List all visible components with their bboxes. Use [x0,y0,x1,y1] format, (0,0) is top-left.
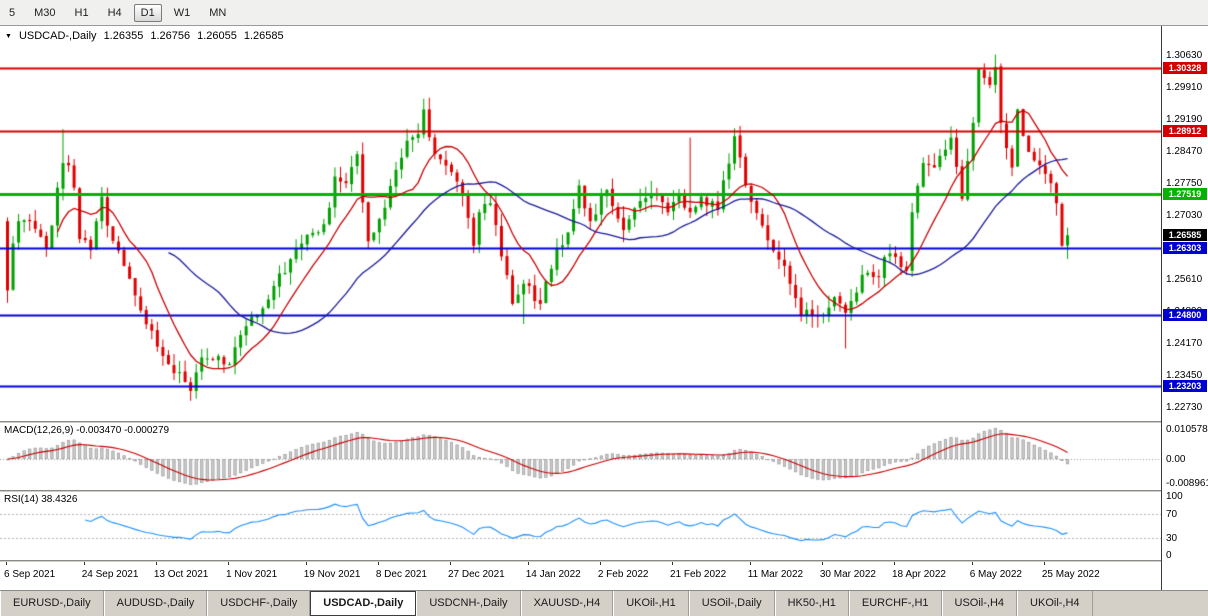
date-tick [450,561,451,565]
date-tick [1043,561,1045,565]
price-tag: 1.26585 [1163,229,1207,242]
date-axis-splitter [0,560,1208,562]
date-axis[interactable]: 6 Sep 2021 24 Sep 2021 13 Oct 2021 1 Nov 20… [0,561,1161,590]
date-tick [527,561,529,565]
price-tick: 1.27030 [1166,210,1203,222]
timeframe-button-w1[interactable]: W1 [173,6,191,19]
date-tick [228,561,229,565]
chart-tab-usoil-daily[interactable]: USOil-,Daily [688,591,775,616]
macd-chart-canvas[interactable] [0,423,1161,490]
date-label: 8 Dec 2021 [375,569,427,580]
date-tick [749,561,751,565]
symbol-timeframe-label: USDCAD-,Daily [18,30,97,42]
date-label: 18 Apr 2022 [892,569,946,580]
price-tag: 1.27519 [1163,187,1207,200]
price-tick: 1.27750 [1166,178,1203,190]
timeframe-button-m30[interactable]: M30 [34,6,56,19]
timeframe-button-d1[interactable]: D1 [133,3,162,22]
date-tick [6,561,7,565]
date-label: 1 Nov 2021 [226,569,278,580]
chart-window: ▼ USDCAD-,Daily 1.26355 1.26756 1.26055 … [0,26,1208,590]
rsi-axis-30: 30 [1166,533,1178,545]
rsi-axis-0: 0 [1166,550,1172,561]
price-tick: 1.23450 [1166,370,1203,382]
price-tick: 1.28470 [1166,146,1203,158]
date-label: 27 Dec 2021 [448,569,505,580]
date-label: 24 Sep 2021 [81,569,139,580]
ohlc-low: 1.26055 [197,30,237,42]
ohlc-high: 1.26756 [150,30,191,42]
chart-tab-xauusd-h4[interactable]: XAUUSD-,H4 [520,591,614,616]
chart-tab-hk50-h1[interactable]: HK50-,H1 [774,591,849,616]
date-label: 13 Oct 2021 [153,569,209,580]
date-label: 11 Mar 2022 [747,569,804,580]
price-tick: 1.22730 [1166,402,1203,414]
price-tick: 1.25610 [1166,273,1203,285]
chart-tab-usdcad-daily[interactable]: USDCAD-,Daily [310,591,417,616]
date-tick [894,561,895,565]
chart-tab-bar: EURUSD-,Daily AUDUSD-,Daily USDCHF-,Daily U… [0,590,1208,616]
timeframe-button-5[interactable]: 5 [9,6,16,19]
rsi-indicator-label: RSI(14) 38.4326 [4,494,78,505]
ohlc-close: 1.26585 [243,30,284,42]
price-chart-canvas[interactable] [0,26,1161,421]
macd-axis-zero: 0.00 [1166,454,1186,466]
date-label: 21 Feb 2022 [670,569,727,580]
timeframe-button-h4[interactable]: H4 [107,6,122,19]
date-label: 25 May 2022 [1041,569,1100,580]
date-label: 30 Mar 2022 [819,569,876,580]
rsi-axis-70: 70 [1166,508,1178,520]
date-tick [305,561,307,565]
date-label: 14 Jan 2022 [525,569,581,580]
chart-tab-eurchf-h1[interactable]: EURCHF-,H1 [848,591,942,616]
price-tag: 1.30328 [1163,62,1207,75]
date-label: 2 Feb 2022 [597,569,649,580]
ohlc-open: 1.26355 [103,30,144,42]
price-tag: 1.26303 [1163,241,1207,254]
price-tick: 1.30630 [1166,49,1203,61]
chart-ohlc-header: ▼ USDCAD-,Daily 1.26355 1.26756 1.26055 … [5,30,284,42]
date-tick [599,561,601,565]
macd-axis-max: 0.010578 [1166,424,1208,435]
date-tick [821,561,823,565]
price-axis[interactable]: 1.30630 1.29910 1.29190 1.28470 1.27750 1.270… [1161,26,1208,590]
timeframe-button-h1[interactable]: H1 [74,6,89,19]
date-tick [155,561,157,565]
date-label: 19 Nov 2021 [303,569,361,580]
chart-tab-usdchf-daily[interactable]: USDCHF-,Daily [207,591,311,616]
date-label: 6 Sep 2021 [4,569,56,580]
rsi-chart-canvas[interactable] [0,492,1161,560]
date-tick [377,561,379,565]
date-label: 6 May 2022 [969,569,1022,580]
price-tick: 1.29910 [1166,81,1203,93]
price-tick: 1.29190 [1166,113,1203,125]
date-tick [672,561,673,565]
price-tag: 1.24800 [1163,309,1207,321]
macd-axis-min: -0.008961 [1166,478,1208,489]
date-tick [971,561,973,565]
symbol-dropdown-icon[interactable]: ▼ [5,32,12,40]
chart-tab-ukoil-h4[interactable]: UKOil-,H4 [1017,591,1093,616]
macd-indicator-label: MACD(12,26,9) -0.003470 -0.000279 [4,425,170,436]
chart-tab-usdcnh-daily[interactable]: USDCNH-,Daily [416,591,521,616]
price-tag: 1.28912 [1163,125,1207,138]
rsi-panel-splitter[interactable] [0,490,1208,492]
chart-tab-ukoil-h1[interactable]: UKOil-,H1 [613,591,689,616]
price-tag: 1.23203 [1163,380,1207,393]
timeframe-button-mn[interactable]: MN [209,6,227,19]
macd-panel-splitter[interactable] [0,421,1208,423]
date-tick [83,561,85,565]
chart-tab-audusd-daily[interactable]: AUDUSD-,Daily [103,591,208,616]
chart-tab-usoil-h4[interactable]: USOil-,H4 [941,591,1018,616]
timeframe-toolbar: 5 M30 H1 H4 D1 W1 MN [0,0,1208,26]
price-tick: 1.24170 [1166,338,1203,350]
chart-tab-eurusd-daily[interactable]: EURUSD-,Daily [0,591,104,616]
rsi-axis-100: 100 [1166,491,1183,502]
